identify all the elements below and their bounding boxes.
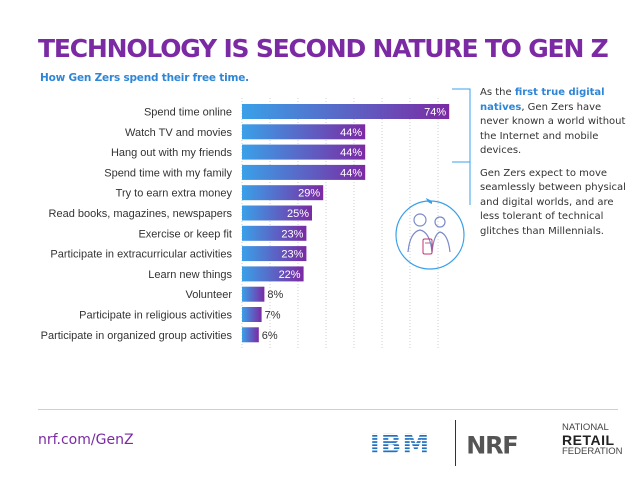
nrf-logo-text: NRF [466,432,517,460]
category-label: Learn new things [148,269,232,281]
value-label: 23% [281,228,303,240]
ibm-stripe [360,442,440,445]
category-label: Participate in organized group activitie… [41,330,233,342]
nrf-wordmark: NATIONAL RETAIL FEDERATION [562,422,623,457]
sidebar-text: As the first true digital natives, Gen Z… [480,86,630,247]
value-label: 29% [298,188,320,200]
category-label: Try to earn extra money [116,188,233,200]
nrf-logo: NRF [466,432,518,460]
highlight-text: first true digital natives [480,87,605,113]
bar [242,205,312,221]
footer-url[interactable]: nrf.com/GenZ [38,432,134,448]
bar [242,225,307,241]
category-label: Spend time online [144,107,232,119]
logo-divider [455,420,456,466]
value-label: 22% [279,269,301,281]
bar [242,124,366,140]
category-label: Exercise or keep fit [138,228,232,240]
bar [242,164,366,180]
chart-labels: Spend time online 74% Watch TV and movies 4… [41,107,447,342]
value-label: 7% [265,310,281,322]
ibm-stripe [360,433,440,435]
bar [242,307,262,322]
ibm-stripe [360,449,440,451]
category-label: Watch TV and movies [125,127,232,139]
category-label: Spend time with my family [104,167,232,179]
page-title: TECHNOLOGY IS SECOND NATURE TO GEN Z [38,34,609,63]
value-label: 25% [287,208,309,220]
value-label: 74% [424,107,446,119]
bar-chart: Spend time online 74% Watch TV and movies 4… [41,98,450,350]
ibm-stripe [360,446,440,448]
ibm-stripe [360,439,440,442]
sidebar-paragraph-1: As the first true digital natives, Gen Z… [480,87,626,156]
bar [242,246,307,262]
footer-divider [38,409,618,410]
bar [242,266,304,282]
chart-bars [242,104,450,343]
chart-subtitle: How Gen Zers spend their free time. [40,72,249,84]
ibm-stripe [360,455,440,457]
value-label: 6% [262,330,278,342]
category-label: Hang out with my friends [111,147,233,159]
category-label: Participate in religious activities [79,310,232,322]
ibm-stripe [360,436,440,439]
sidebar-paragraph-2: Gen Zers expect to move seamlessly betwe… [480,167,626,237]
ibm-logo: IBM [360,429,440,460]
value-label: 23% [281,249,303,261]
bar [242,286,265,302]
value-label: 44% [340,127,362,139]
bar [242,144,366,160]
value-label: 44% [340,147,362,159]
ibm-stripe [360,452,440,454]
value-label: 44% [340,167,362,179]
category-label: Read books, magazines, newspapers [49,208,233,220]
bar [242,104,450,119]
category-label: Volunteer [186,289,233,301]
bar [242,327,259,343]
bar [242,185,324,201]
category-label: Participate in extracurricular activitie… [50,249,232,261]
value-label: 8% [267,289,283,301]
